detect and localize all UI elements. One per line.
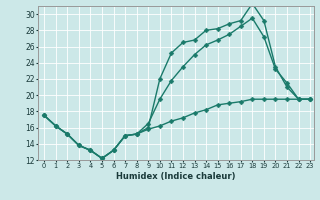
X-axis label: Humidex (Indice chaleur): Humidex (Indice chaleur) xyxy=(116,172,236,181)
